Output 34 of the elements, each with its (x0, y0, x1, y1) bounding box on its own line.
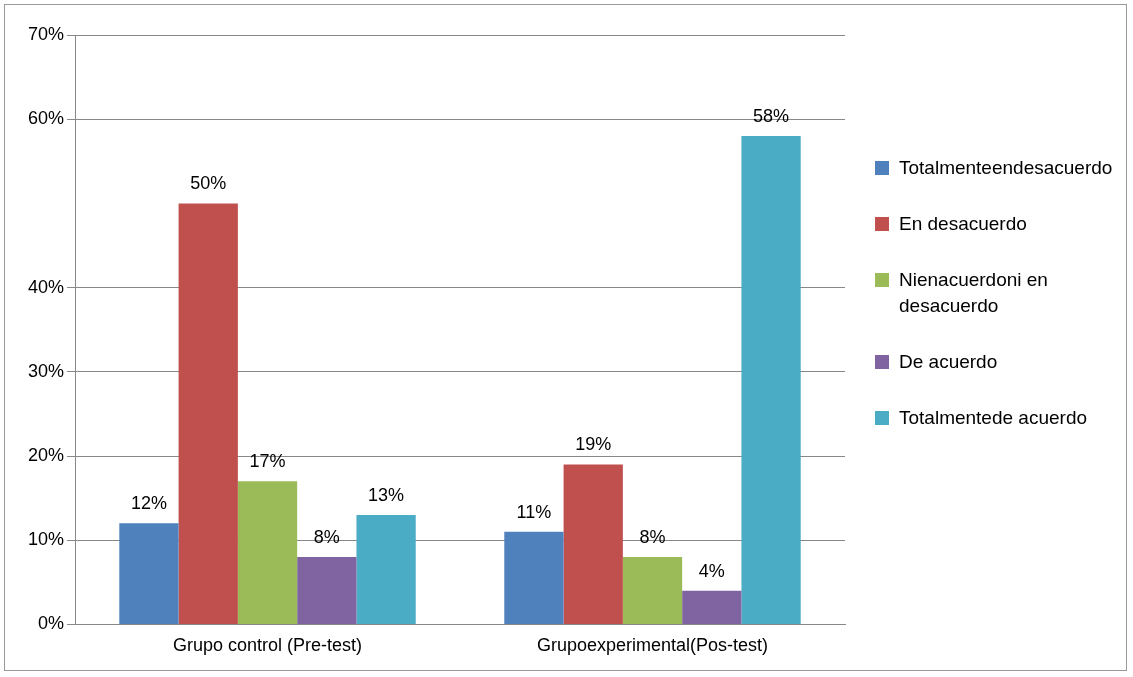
y-tick-label: 10% (28, 529, 65, 550)
legend-label: Nienacuerdoni en desacuerdo (899, 268, 1049, 318)
data-label: 8% (639, 527, 666, 548)
data-label: 12% (130, 493, 167, 514)
y-tick-label: 70% (28, 23, 65, 44)
bar (504, 531, 564, 624)
bar (119, 523, 179, 624)
bar (563, 464, 623, 624)
data-label: 50% (190, 173, 227, 194)
y-tick-label: 60% (28, 108, 65, 129)
data-label: 58% (753, 106, 790, 127)
y-tick-label: 30% (28, 360, 65, 381)
bar (297, 557, 357, 624)
y-tick-label: 0% (38, 613, 65, 634)
bar (682, 590, 742, 624)
data-label: 11% (516, 501, 552, 522)
bar (178, 203, 238, 624)
legend-label: Totalmenteendesacuerdo (899, 156, 1113, 180)
data-label: 19% (575, 434, 612, 455)
data-label: 13% (368, 484, 405, 505)
bar (237, 481, 298, 624)
x-tick-label: Grupo control (Pre-test) (172, 635, 363, 656)
legend-label: Totalmentede acuerdo (899, 406, 1088, 430)
data-label: 4% (698, 560, 725, 581)
x-tick-label: Grupoexperimental(Pos-test) (536, 635, 769, 656)
bar (356, 514, 416, 624)
data-label: 17% (249, 451, 286, 472)
legend-label: De acuerdo (899, 350, 998, 374)
legend-label: En desacuerdo (899, 212, 1027, 236)
data-label: 8% (313, 527, 340, 548)
y-tick-label: 20% (28, 444, 65, 465)
bar (622, 557, 683, 624)
bar (741, 136, 801, 624)
y-tick-label: 40% (28, 276, 65, 297)
